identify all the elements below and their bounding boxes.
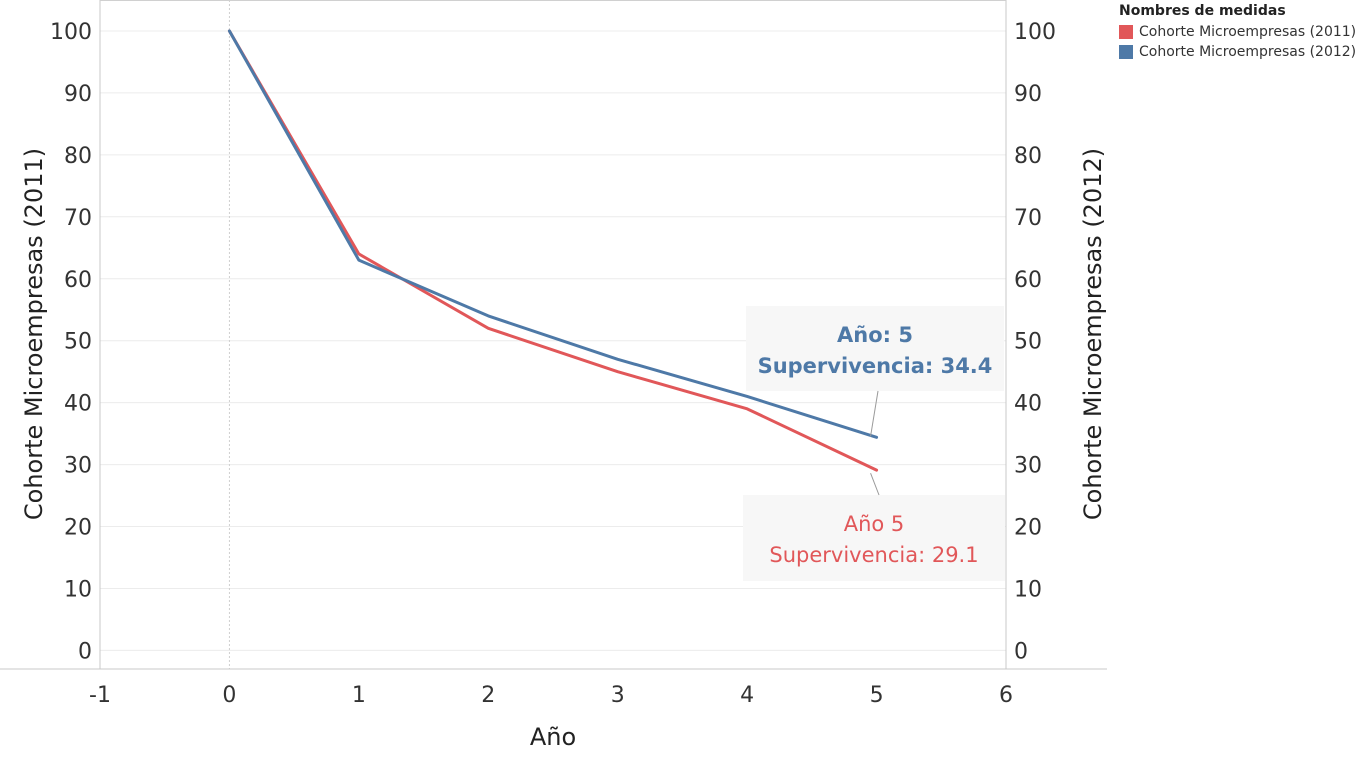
annotation-2012-leader [870, 390, 879, 437]
legend-label-2012: Cohorte Microempresas (2012) [1139, 44, 1357, 60]
x-tick-label: 3 [611, 683, 625, 708]
annotations: Año: 5 Supervivencia: 34.4 Año 5 Superviven… [743, 306, 1005, 581]
x-tick-label: 5 [870, 683, 884, 708]
x-tick-label: 4 [740, 683, 754, 708]
series-line-2011 [227, 29, 879, 472]
legend-label-2011: Cohorte Microempresas (2011) [1139, 24, 1357, 40]
x-axis-ticks: -1 0 1 2 3 4 5 6 [89, 683, 1013, 708]
annotation-2012-line1: Año: 5 [837, 323, 913, 347]
annotation-2011-box [743, 495, 1005, 581]
annotation-2011-line1: Año 5 [844, 512, 905, 536]
y-tick-label-left: 20 [64, 516, 92, 541]
y-tick-label-left: 90 [64, 82, 92, 107]
x-tick-label: 0 [222, 683, 236, 708]
annotation-2012-box [746, 306, 1004, 391]
legend-item-2012[interactable]: Cohorte Microempresas (2012) [1119, 42, 1356, 62]
y-tick-label-right: 30 [1014, 454, 1042, 479]
y-axis-left-ticks: 0 10 20 30 40 50 60 70 80 90 100 [50, 20, 92, 664]
y-tick-label-left: 60 [64, 268, 92, 293]
y-axis-right-title: Cohorte Microempresas (2012) [1079, 148, 1107, 520]
y-tick-label-left: 0 [78, 639, 92, 664]
x-tick-label: 6 [999, 683, 1013, 708]
legend-item-2011[interactable]: Cohorte Microempresas (2011) [1119, 22, 1356, 42]
y-tick-label-right: 50 [1014, 330, 1042, 355]
annotation-2012-line2: Supervivencia: 34.4 [758, 354, 993, 378]
x-axis-title: Año [530, 723, 576, 751]
y-tick-label-left: 70 [64, 206, 92, 231]
legend-swatch-2012 [1119, 45, 1133, 59]
x-tick-label: -1 [89, 683, 111, 708]
y-tick-label-right: 20 [1014, 516, 1042, 541]
y-tick-label-right: 10 [1014, 577, 1042, 602]
y-tick-label-right: 90 [1014, 82, 1042, 107]
y-tick-label-right: 60 [1014, 268, 1042, 293]
legend-swatch-2011 [1119, 25, 1133, 39]
x-tick-label: 1 [352, 683, 366, 708]
y-tick-label-right: 100 [1014, 20, 1056, 45]
y-tick-label-right: 70 [1014, 206, 1042, 231]
y-tick-label-left: 30 [64, 454, 92, 479]
gridlines [100, 0, 1006, 669]
y-tick-label-left: 10 [64, 577, 92, 602]
series-line-2012 [227, 29, 879, 439]
y-axis-right-ticks: 0 10 20 30 40 50 60 70 80 90 100 [1014, 20, 1056, 664]
y-tick-label-left: 100 [50, 20, 92, 45]
y-tick-label-left: 50 [64, 330, 92, 355]
plot-frame [0, 0, 1107, 670]
y-tick-label-left: 40 [64, 392, 92, 417]
y-axis-left-title: Cohorte Microempresas (2011) [20, 148, 48, 520]
y-tick-label-right: 80 [1014, 144, 1042, 169]
x-tick-label: 2 [481, 683, 495, 708]
annotation-2011-leader [870, 472, 880, 496]
legend: Nombres de medidas Cohorte Microempresas… [1119, 3, 1356, 62]
y-tick-label-right: 40 [1014, 392, 1042, 417]
y-tick-label-left: 80 [64, 144, 92, 169]
series-lines [227, 29, 879, 472]
y-tick-label-right: 0 [1014, 639, 1028, 664]
legend-title: Nombres de medidas [1119, 3, 1286, 19]
annotation-2011-line2: Supervivencia: 29.1 [769, 543, 978, 567]
